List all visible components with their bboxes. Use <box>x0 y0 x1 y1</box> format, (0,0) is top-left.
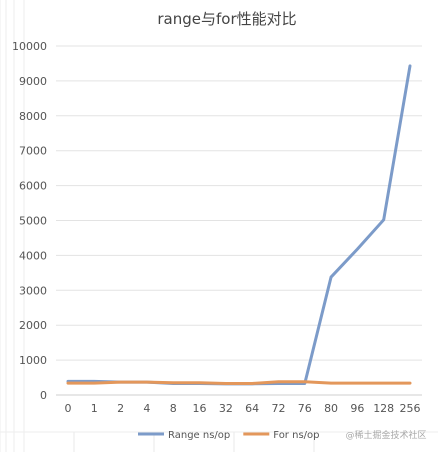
gridlines <box>56 45 422 396</box>
y-tick-label: 1000 <box>19 354 47 367</box>
y-tick-label: 0 <box>40 389 47 402</box>
legend: Range ns/op For ns/op <box>138 430 319 441</box>
x-tick-label: 4 <box>143 402 150 415</box>
x-tick-label: 0 <box>65 402 72 415</box>
y-tick-label: 7000 <box>19 145 47 158</box>
x-tick-label: 96 <box>350 402 364 415</box>
chart-title: range与for性能对比 <box>157 10 296 28</box>
x-tick-label: 8 <box>170 402 177 415</box>
y-tick-label: 5000 <box>19 215 47 228</box>
x-tick-label: 1 <box>91 402 98 415</box>
x-tick-label: 16 <box>193 402 207 415</box>
x-tick-label: 128 <box>373 402 394 415</box>
x-tick-label: 72 <box>271 402 285 415</box>
y-tick-label: 4000 <box>19 249 47 262</box>
y-axis-ticks: 0 1000 2000 3000 4000 5000 6000 7000 8000 9000 100… <box>12 40 47 402</box>
legend-label: For ns/op <box>273 430 319 441</box>
background-grid-left <box>0 0 25 452</box>
x-axis-ticks: 0 1 2 4 8 16 32 64 72 76 80 96 128 256 <box>65 402 421 415</box>
x-tick-label: 32 <box>219 402 233 415</box>
series-layer <box>66 64 412 386</box>
x-tick-label: 64 <box>245 402 259 415</box>
series-line-range <box>66 64 412 386</box>
series-line-for <box>66 380 412 385</box>
y-tick-label: 8000 <box>19 110 47 123</box>
y-tick-label: 9000 <box>19 75 47 88</box>
x-tick-label: 2 <box>117 402 124 415</box>
x-tick-label: 76 <box>298 402 312 415</box>
y-tick-label: 2000 <box>19 319 47 332</box>
y-tick-label: 3000 <box>19 284 47 297</box>
legend-label: Range ns/op <box>168 430 230 441</box>
y-tick-label: 10000 <box>12 40 47 53</box>
y-tick-label: 6000 <box>19 180 47 193</box>
x-tick-label: 256 <box>400 402 421 415</box>
x-tick-label: 80 <box>324 402 338 415</box>
watermark: @稀土掘金技术社区 <box>345 429 426 441</box>
